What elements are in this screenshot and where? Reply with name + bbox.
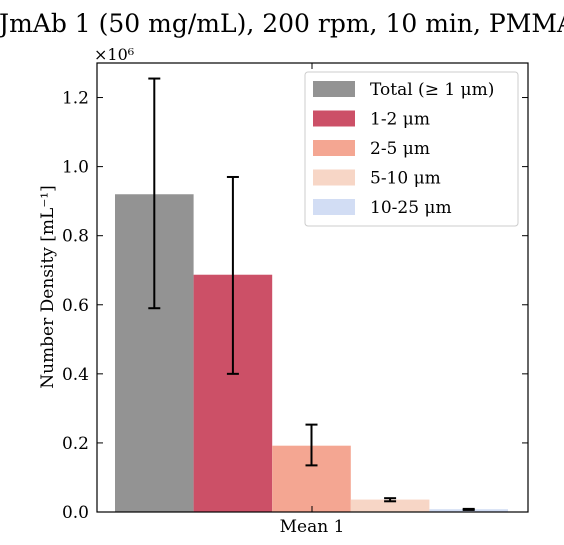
legend-swatch-1 (313, 110, 355, 127)
x-ticks-group: Mean 1 (280, 63, 345, 537)
y-tick-label-4: 0.8 (62, 227, 89, 247)
y-tick-label-6: 1.2 (62, 89, 89, 109)
y-tick-label-0: 0.0 (62, 503, 89, 523)
y-tick-label-3: 0.6 (62, 296, 89, 316)
error-bars-group (148, 77, 475, 511)
legend: Total (≥ 1 μm) 1-2 μm 2-5 μm 5-10 μm 10-25 μ… (304, 71, 519, 227)
y-axis-label: Number Density [mL⁻¹] (38, 185, 58, 389)
legend-swatch-4 (313, 199, 355, 215)
legend-label-3: 5-10 μm (370, 169, 441, 189)
legend-swatch-0 (313, 81, 355, 97)
legend-swatch-2 (313, 140, 355, 156)
y-tick-label-1: 0.2 (62, 434, 89, 454)
legend-label-0: Total (≥ 1 μm) (370, 80, 494, 100)
legend-swatch-3 (313, 169, 355, 186)
y-tick-label-5: 1.0 (62, 158, 89, 178)
legend-label-4: 10-25 μm (370, 198, 452, 218)
chart-title: JJmAb 1 (50 mg/mL), 200 rpm, 10 min, PMM… (0, 9, 564, 38)
legend-frame (304, 71, 519, 227)
y-multiplier: ×10⁶ (94, 45, 134, 64)
y-tick-label-2: 0.4 (62, 365, 89, 385)
legend-label-1: 1-2 μm (370, 110, 430, 130)
y-ticks-group: 0.0 0.2 0.4 0.6 0.8 1.0 1.2 (62, 89, 528, 523)
x-tick-label-0: Mean 1 (280, 517, 345, 537)
legend-label-2: 2-5 μm (370, 139, 430, 159)
bar-3 (350, 499, 430, 512)
